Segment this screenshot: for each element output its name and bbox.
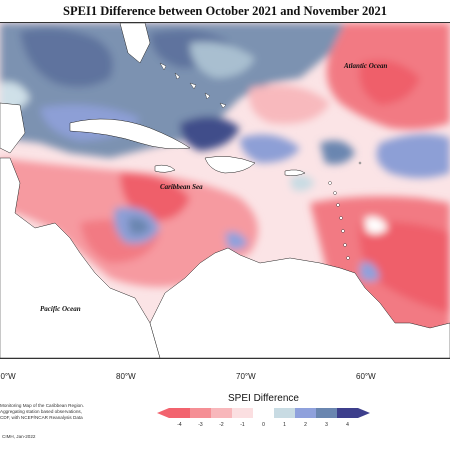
lon-label-60w: 60°W <box>356 372 376 381</box>
legend-swatch <box>169 408 190 418</box>
lon-label-80w: 80°W <box>116 372 136 381</box>
legend-swatch <box>274 408 295 418</box>
credits-text: Monitoring Map of the Caribbean Region. … <box>0 403 110 422</box>
legend-swatch <box>190 408 211 418</box>
legend-tick-label: 4 <box>346 422 349 428</box>
legend-tick-label: 1 <box>283 422 286 428</box>
spei-map <box>0 22 450 359</box>
credits-line: Aggregating station based observations, <box>0 409 82 415</box>
legend-tick-label: 2 <box>304 422 307 428</box>
legend-tick-label: -2 <box>219 422 224 428</box>
legend-swatch <box>316 408 337 418</box>
legend-tick-label: 3 <box>325 422 328 428</box>
legend-arrow-low <box>157 408 169 418</box>
legend-swatch <box>253 408 274 418</box>
lon-label-70w: 70°W <box>236 372 256 381</box>
legend-tick-label: 0 <box>262 422 265 428</box>
legend-tick-label: -3 <box>198 422 203 428</box>
credits-line: CDF, with NCEP/NCAR Reanalysis Data <box>0 415 83 421</box>
legend-tick-label: -1 <box>240 422 245 428</box>
caribbean-sea-label: Caribbean Sea <box>160 183 203 191</box>
legend-tick-label: -4 <box>177 422 182 428</box>
footer-mark: CIMH, Jan-2022 <box>2 434 36 439</box>
legend-swatch <box>295 408 316 418</box>
pacific-ocean-label: Pacific Ocean <box>40 305 81 313</box>
legend-colorbar: -4 -3 -2 -1 0 1 2 3 4 <box>157 408 370 428</box>
legend-swatch <box>232 408 253 418</box>
legend-swatch <box>211 408 232 418</box>
atlantic-ocean-label: Atlantic Ocean <box>344 62 388 70</box>
map-title: SPEI1 Difference between October 2021 an… <box>63 4 387 18</box>
legend-title: SPEI Difference <box>228 393 299 404</box>
credits-line: Monitoring Map of the Caribbean Region. <box>0 403 85 408</box>
legend-swatch <box>337 408 358 418</box>
legend-arrow-high <box>358 408 370 418</box>
lon-label-90w: 90°W <box>0 372 16 381</box>
